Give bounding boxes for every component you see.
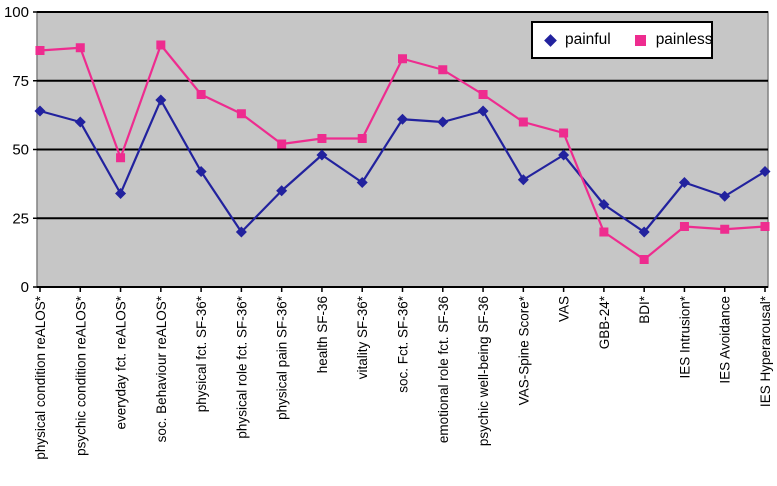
x-category-label: health SF-36 — [315, 296, 330, 373]
data-point-painful — [397, 113, 408, 125]
data-point-painless — [35, 46, 45, 55]
data-point-painless — [599, 227, 609, 237]
data-point-painful — [316, 149, 328, 161]
data-point-painless — [357, 134, 367, 143]
x-category-label: GBB-24* — [597, 295, 612, 349]
data-point-painful — [598, 199, 610, 210]
x-category-label: soc. Behaviour reALOS* — [154, 295, 169, 442]
x-category-label: VAS-Spine Score* — [516, 295, 531, 405]
x-category-label: physical fct. SF-36* — [194, 295, 209, 412]
data-point-painful — [638, 226, 650, 238]
x-category-label: vitality SF-36* — [355, 295, 370, 379]
x-category-label: IES Avoidance — [718, 296, 733, 384]
legend-item-painful: painful — [544, 31, 611, 49]
data-point-painful — [195, 166, 207, 177]
y-tick-label: 100 — [4, 4, 29, 21]
data-point-painful — [437, 116, 449, 128]
x-category-label: IES Intrusion* — [677, 295, 692, 378]
x-category-label: VAS — [557, 296, 572, 322]
x-category-label: psychic well-being SF-36 — [476, 296, 491, 446]
data-point-painless — [639, 255, 649, 264]
y-tick-label: 25 — [12, 210, 29, 227]
x-category-label: BDI* — [637, 295, 652, 324]
data-point-painful — [155, 94, 167, 106]
data-point-painful — [759, 166, 771, 177]
data-point-painful — [235, 226, 247, 238]
x-category-label: everyday fct. reALOS* — [114, 295, 129, 429]
data-point-painless — [438, 65, 448, 75]
data-point-painless — [75, 43, 85, 53]
data-point-painless — [518, 117, 528, 127]
data-point-painful — [517, 174, 529, 186]
diamond-marker-icon — [544, 33, 557, 47]
legend-item-painless: painless — [634, 31, 713, 49]
legend-label-painless: painless — [655, 31, 713, 49]
data-point-painless — [156, 40, 166, 50]
x-category-label: physical condition reALOS* — [33, 295, 48, 459]
data-point-painless — [679, 222, 689, 231]
data-point-painful — [477, 105, 489, 117]
data-point-painful — [678, 177, 690, 188]
x-category-label: physical role fct. SF-36* — [234, 295, 249, 438]
y-tick-label: 0 — [21, 279, 29, 296]
data-point-painless — [478, 90, 488, 99]
data-point-painful — [356, 177, 368, 188]
data-point-painful — [719, 190, 731, 202]
y-tick-label: 75 — [12, 73, 29, 90]
x-category-label: soc. Fct. SF-36* — [396, 295, 411, 393]
data-point-painful — [558, 149, 570, 161]
x-category-label: emotional role fct. SF-36 — [436, 296, 451, 443]
y-tick-label: 50 — [12, 142, 29, 159]
legend-label-painful: painful — [565, 31, 611, 49]
data-point-painless — [760, 222, 770, 231]
data-point-painless — [116, 153, 126, 163]
x-category-label: physical pain SF-36* — [275, 295, 290, 420]
x-category-label: psychic condition reALOS* — [73, 295, 88, 456]
data-point-painless — [317, 134, 327, 143]
data-point-painless — [720, 224, 730, 234]
data-point-painless — [277, 139, 287, 149]
square-marker-icon — [634, 34, 646, 46]
data-point-painful — [115, 188, 127, 199]
x-category-label: IES Hyperarousal* — [758, 295, 773, 407]
data-point-painless — [559, 128, 569, 138]
data-point-painless — [196, 90, 206, 99]
data-point-painful — [276, 185, 288, 197]
data-point-painful — [34, 105, 46, 117]
chart-legend: painful painless — [531, 21, 713, 59]
data-point-painless — [236, 109, 246, 119]
data-point-painless — [398, 54, 407, 64]
data-point-painful — [74, 116, 86, 128]
